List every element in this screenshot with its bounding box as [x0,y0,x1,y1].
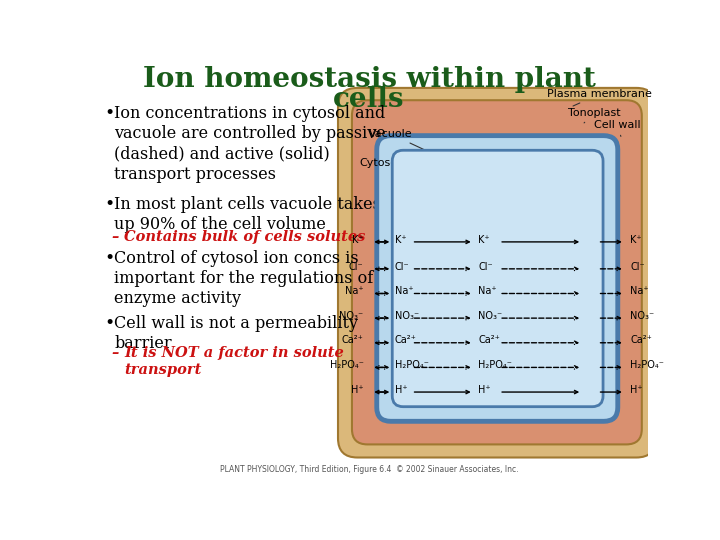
Text: •: • [104,105,114,122]
FancyBboxPatch shape [352,100,642,444]
Text: H₂PO₄⁻: H₂PO₄⁻ [630,360,664,370]
Text: NO₃⁻: NO₃⁻ [478,311,503,321]
Text: NO₃⁻: NO₃⁻ [630,311,654,321]
FancyBboxPatch shape [338,88,656,457]
Text: Na⁺: Na⁺ [478,286,497,296]
Text: H⁺: H⁺ [478,384,491,395]
Text: •: • [104,315,114,332]
Text: –: – [112,230,119,244]
Text: Ca²⁺: Ca²⁺ [478,335,500,346]
Text: NO₃⁻: NO₃⁻ [339,311,364,321]
Text: cells: cells [333,86,405,113]
Text: Cl⁻: Cl⁻ [630,261,645,272]
Text: K⁺: K⁺ [352,234,364,245]
Text: In most plant cells vacuole takes
up 90% of the cell volume: In most plant cells vacuole takes up 90%… [114,195,381,233]
FancyBboxPatch shape [392,150,603,407]
Text: K⁺: K⁺ [630,234,642,245]
Text: It is NOT a factor in solute
transport: It is NOT a factor in solute transport [124,346,344,376]
Text: H⁺: H⁺ [630,384,643,395]
Text: Plasma membrane: Plasma membrane [547,89,652,106]
Text: NO₃⁻: NO₃⁻ [395,311,419,321]
Text: Vacuole: Vacuole [369,129,425,150]
Text: H₂PO₄⁻: H₂PO₄⁻ [395,360,428,370]
Text: Control of cytosol ion concs is
important for the regulations of
enzyme activity: Control of cytosol ion concs is importan… [114,249,373,307]
Text: Cl⁻: Cl⁻ [395,261,409,272]
Text: K⁺: K⁺ [478,234,490,245]
Text: H₂PO₄⁻: H₂PO₄⁻ [478,360,512,370]
Text: Ion concentrations in cytosol and
vacuole are controlled by passive
(dashed) and: Ion concentrations in cytosol and vacuol… [114,105,386,183]
Text: Ion homeostasis within plant: Ion homeostasis within plant [143,66,595,93]
Text: Na⁺: Na⁺ [630,286,649,296]
Text: H⁺: H⁺ [351,384,364,395]
Text: Na⁺: Na⁺ [395,286,413,296]
Text: H⁺: H⁺ [395,384,408,395]
Text: Cl⁻: Cl⁻ [478,261,493,272]
Text: PLANT PHYSIOLOGY, Third Edition, Figure 6.4  © 2002 Sinauer Associates, Inc.: PLANT PHYSIOLOGY, Third Edition, Figure … [220,465,518,475]
Text: •: • [104,249,114,267]
Text: Na⁺: Na⁺ [345,286,364,296]
Text: Ca²⁺: Ca²⁺ [342,335,364,346]
Text: K⁺: K⁺ [395,234,406,245]
Text: H₂PO₄⁻: H₂PO₄⁻ [330,360,364,370]
Text: Cell wall is not a permeability
barrier: Cell wall is not a permeability barrier [114,315,358,352]
FancyBboxPatch shape [377,136,618,421]
Text: Ca²⁺: Ca²⁺ [395,335,416,346]
Text: –: – [112,346,119,360]
Text: Tonoplast: Tonoplast [568,107,621,123]
Text: Cell wall: Cell wall [594,120,640,137]
Text: Cl⁻: Cl⁻ [349,261,364,272]
Text: Cytosol: Cytosol [360,158,401,173]
Text: Ca²⁺: Ca²⁺ [630,335,652,346]
Text: Contains bulk of cells solutes: Contains bulk of cells solutes [124,230,366,244]
Text: •: • [104,195,114,213]
